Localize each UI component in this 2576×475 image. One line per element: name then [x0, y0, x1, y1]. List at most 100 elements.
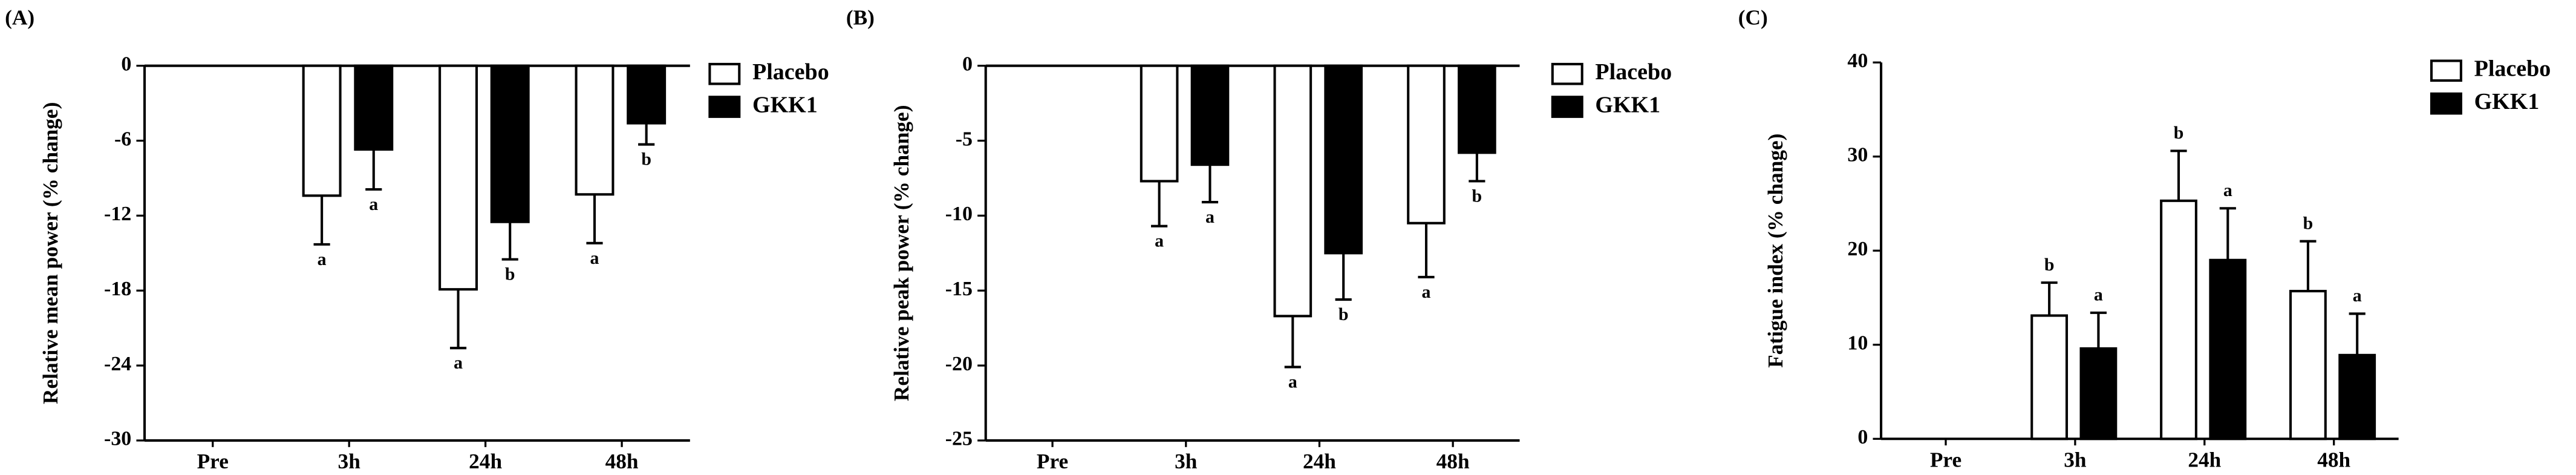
x-tick-label: Pre: [1930, 448, 1961, 471]
bar: [1407, 64, 1446, 224]
significance-letter: a: [1422, 282, 1431, 302]
y-tick-label: 20: [1847, 238, 1868, 260]
x-tick-label: 3h: [338, 450, 361, 473]
bar: [1273, 64, 1312, 318]
y-tick-label: -30: [104, 428, 131, 450]
y-tick-label: -24: [104, 353, 131, 375]
y-tick-label: -25: [945, 428, 973, 450]
significance-letter: b: [505, 264, 515, 284]
error-bar: [638, 123, 655, 146]
legend-swatch: [708, 62, 741, 85]
error-bar: [2300, 240, 2317, 292]
error-bar: [1335, 253, 1352, 301]
legend-swatch: [2430, 59, 2462, 82]
error-bar: [1418, 223, 1435, 278]
legend-label: GKK1: [2474, 89, 2540, 114]
x-tick-label: 48h: [2317, 448, 2350, 471]
bar: [1140, 64, 1179, 183]
significance-letter: b: [1472, 186, 1482, 206]
significance-letter: a: [318, 249, 327, 269]
x-tick-label: 48h: [1436, 450, 1470, 473]
error-bar: [2041, 281, 2058, 316]
significance-letter: b: [1339, 304, 1349, 324]
significance-letter: a: [2223, 180, 2232, 200]
x-tick-label: 3h: [2064, 448, 2087, 471]
bar: [2289, 290, 2327, 441]
y-tick-label: -6: [114, 128, 131, 150]
legend-swatch: [1551, 62, 1583, 85]
bar: [490, 64, 530, 223]
bar: [439, 64, 478, 291]
significance-letter: a: [2094, 285, 2103, 305]
bar: [1190, 64, 1230, 166]
significance-letter: b: [2303, 213, 2314, 233]
legend-swatch: [1551, 96, 1583, 118]
legend-label: Placebo: [752, 59, 829, 85]
error-bar: [2090, 311, 2107, 349]
bar: [2079, 347, 2118, 441]
significance-letter: b: [641, 149, 651, 169]
error-bar: [1151, 181, 1168, 228]
bar: [1458, 64, 1496, 154]
y-tick-label: 30: [1847, 144, 1868, 166]
significance-letter: a: [1205, 207, 1215, 227]
panel-label: (C): [1738, 6, 1768, 30]
error-bar: [313, 195, 330, 246]
y-tick-label: 0: [962, 53, 973, 75]
significance-letter: a: [590, 248, 599, 268]
y-axis-title: Relative mean power (% change): [39, 102, 62, 404]
significance-letter: a: [1288, 372, 1297, 392]
x-tick-label: 24h: [469, 450, 502, 473]
legend-label: GKK1: [752, 92, 818, 117]
error-bar: [1284, 316, 1301, 369]
y-tick-label: -15: [945, 278, 973, 300]
error-bar: [2349, 312, 2366, 355]
y-tick-label: -5: [956, 128, 973, 150]
significance-letter: b: [2174, 123, 2184, 143]
y-tick-label: 0: [1857, 426, 1868, 448]
bar: [2030, 314, 2069, 441]
y-tick-label: -20: [945, 353, 973, 375]
x-tick-label: 3h: [1175, 450, 1198, 473]
y-tick-label: -10: [945, 203, 973, 225]
error-bar: [449, 289, 467, 350]
significance-letter: a: [2353, 286, 2362, 306]
bar: [2160, 199, 2197, 441]
legend-label: Placebo: [1595, 59, 1672, 85]
bar: [627, 64, 667, 125]
y-axis-title: Fatigue index (% change): [1764, 134, 1787, 368]
significance-letter: a: [1155, 231, 1164, 251]
x-tick-label: Pre: [197, 450, 229, 473]
legend-label: GKK1: [1595, 92, 1660, 117]
bar: [302, 64, 342, 197]
legend-swatch: [2430, 92, 2462, 115]
error-bar: [2219, 207, 2236, 260]
bar: [2209, 258, 2247, 441]
panel-label: (B): [846, 6, 875, 30]
y-tick-label: 10: [1847, 332, 1868, 355]
error-bar: [501, 221, 518, 261]
bar: [2338, 353, 2376, 441]
panel-label: (A): [5, 6, 34, 30]
y-axis-title: Relative peak power (% change): [890, 105, 913, 402]
y-tick-label: -18: [104, 278, 131, 300]
x-tick-label: 48h: [605, 450, 639, 473]
x-tick-label: Pre: [1037, 450, 1068, 473]
legend-swatch: [708, 96, 741, 118]
y-tick-label: -12: [104, 203, 131, 225]
y-tick-label: 0: [121, 53, 131, 75]
error-bar: [586, 194, 603, 244]
error-bar: [1469, 152, 1485, 183]
error-bar: [2170, 149, 2187, 201]
bar: [1324, 64, 1363, 255]
significance-letter: b: [2044, 255, 2055, 275]
error-bar: [1201, 165, 1219, 204]
legend-label: Placebo: [2474, 56, 2551, 82]
x-tick-label: 24h: [1303, 450, 1336, 473]
bar: [354, 64, 394, 151]
error-bar: [365, 149, 382, 191]
significance-letter: a: [454, 353, 463, 373]
significance-letter: a: [369, 194, 378, 214]
bar: [575, 64, 615, 196]
